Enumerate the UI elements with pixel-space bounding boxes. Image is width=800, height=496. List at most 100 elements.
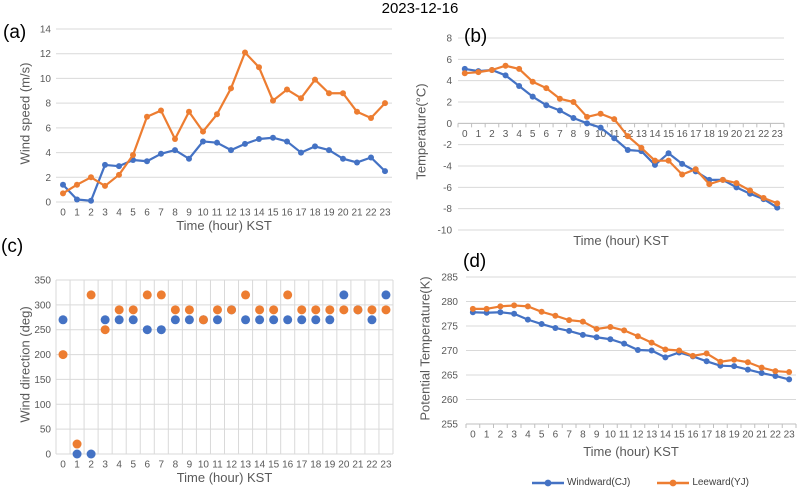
svg-text:18: 18 [704, 129, 716, 140]
temperature-x-axis-title: Time (hour) KST [573, 233, 669, 248]
svg-text:14: 14 [254, 460, 266, 471]
svg-text:1: 1 [476, 129, 482, 140]
svg-text:0: 0 [462, 129, 468, 140]
svg-text:-6: -6 [443, 183, 452, 194]
svg-text:16: 16 [282, 460, 294, 471]
panel-b-label: (b) [464, 26, 488, 47]
svg-text:12: 12 [632, 430, 644, 441]
svg-text:4: 4 [116, 208, 122, 219]
svg-text:22: 22 [770, 430, 782, 441]
svg-text:16: 16 [677, 129, 689, 140]
svg-text:18: 18 [715, 430, 727, 441]
svg-text:14: 14 [40, 25, 52, 36]
svg-text:17: 17 [296, 460, 308, 471]
panel-wind-direction: 0 1 2 3 4 5 6 7 8 9 10 11 12 13 14 15 16 17 18 19 20 21 22 23 0 5… [0, 236, 400, 496]
svg-text:18: 18 [309, 208, 321, 219]
svg-text:23: 23 [784, 430, 796, 441]
potential-temperature-x-axis-title: Time (hour) KST [583, 444, 679, 459]
svg-text:20: 20 [338, 460, 350, 471]
svg-text:10: 10 [40, 74, 52, 85]
temperature-chart: 01234567891011121314151617181920212223-1… [438, 34, 785, 237]
svg-text:6: 6 [45, 123, 51, 134]
panel-wind-speed: 0 1 2 3 4 5 6 7 8 9 10 11 12 13 14 15 16 17 18 19 20 21 22 23 0 2… [0, 18, 400, 248]
legend-item-windward: Windward(CJ) [531, 477, 630, 488]
svg-text:275: 275 [441, 322, 458, 333]
svg-text:0: 0 [60, 208, 66, 219]
svg-text:11: 11 [619, 430, 630, 441]
panel-temperature: 01234567891011121314151617181920212223-1… [400, 18, 800, 248]
svg-text:6: 6 [446, 55, 452, 66]
figure-title: 2023-12-16 [381, 0, 459, 17]
svg-text:7: 7 [159, 460, 165, 471]
svg-text:5: 5 [130, 460, 136, 471]
svg-text:17: 17 [701, 430, 713, 441]
svg-text:20: 20 [731, 129, 743, 140]
svg-text:4: 4 [525, 430, 531, 441]
svg-text:200: 200 [34, 350, 51, 361]
svg-text:15: 15 [268, 460, 280, 471]
svg-text:1: 1 [484, 430, 490, 441]
svg-text:5: 5 [530, 129, 536, 140]
svg-text:13: 13 [240, 460, 252, 471]
svg-text:2: 2 [88, 208, 94, 219]
legend-label-leeward: Leeward(YJ) [692, 477, 750, 488]
svg-text:17: 17 [690, 129, 702, 140]
panel-d-label: (d) [463, 251, 487, 272]
svg-text:8: 8 [173, 460, 179, 471]
svg-text:19: 19 [717, 129, 729, 140]
svg-text:300: 300 [34, 300, 51, 311]
svg-text:14: 14 [649, 129, 661, 140]
svg-text:4: 4 [446, 76, 452, 87]
svg-text:2: 2 [446, 98, 452, 109]
svg-text:14: 14 [253, 208, 265, 219]
legend: Windward(CJ) Leeward(YJ) [480, 477, 800, 488]
svg-text:3: 3 [102, 460, 108, 471]
temperature-y-axis-title: Temperature(°C) [413, 83, 429, 180]
svg-text:7: 7 [557, 129, 563, 140]
svg-text:8: 8 [45, 99, 51, 110]
legend-label-windward: Windward(CJ) [566, 477, 631, 488]
leeward-line-marker-icon [657, 479, 690, 486]
svg-text:22: 22 [366, 460, 378, 471]
panel-c-label: (c) [1, 236, 24, 257]
svg-text:19: 19 [324, 460, 336, 471]
svg-text:15: 15 [663, 129, 675, 140]
svg-text:6: 6 [553, 430, 559, 441]
potential-temperature-chart: 0 1 2 3 4 5 6 7 8 9 10 11 12 13 14 15 16 17 18 19 20 21 22 2325… [441, 273, 797, 441]
wind-direction-y-axis-title: Wind direction (deg) [17, 306, 33, 423]
svg-text:270: 270 [441, 346, 458, 357]
svg-text:12: 12 [40, 49, 52, 60]
wind-direction-chart: 0 1 2 3 4 5 6 7 8 9 10 11 12 13 14 15 16 17 18 19 20 21 22 2305… [34, 276, 394, 471]
svg-text:23: 23 [379, 208, 391, 219]
svg-text:350: 350 [34, 276, 51, 287]
svg-text:250: 250 [34, 325, 51, 336]
svg-text:11: 11 [212, 208, 223, 219]
svg-text:6: 6 [144, 460, 150, 471]
wind-direction-x-axis-title: Time (hour) KST [176, 470, 273, 485]
potential-temperature-y-axis-title: Potential Temperature(K) [417, 276, 433, 421]
svg-text:1: 1 [74, 460, 80, 471]
svg-text:21: 21 [352, 460, 364, 471]
svg-text:11: 11 [609, 129, 620, 140]
svg-text:100: 100 [34, 400, 51, 411]
svg-text:265: 265 [441, 371, 458, 382]
wind-speed-x-axis-title: Time (hour) KST [176, 218, 272, 233]
svg-text:4: 4 [116, 460, 122, 471]
svg-text:21: 21 [744, 129, 756, 140]
svg-text:7: 7 [158, 208, 164, 219]
panel-a-label: (a) [3, 22, 27, 43]
svg-text:12: 12 [225, 208, 237, 219]
svg-text:8: 8 [446, 34, 452, 45]
svg-text:21: 21 [351, 208, 363, 219]
svg-text:3: 3 [102, 208, 108, 219]
svg-text:13: 13 [239, 208, 251, 219]
svg-text:0: 0 [470, 430, 476, 441]
svg-text:5: 5 [130, 208, 136, 219]
svg-text:10: 10 [198, 460, 210, 471]
svg-text:285: 285 [441, 273, 458, 284]
svg-text:20: 20 [337, 208, 349, 219]
svg-text:13: 13 [646, 430, 658, 441]
windward-line-marker-icon [531, 479, 564, 486]
wind-speed-chart: 0 1 2 3 4 5 6 7 8 9 10 11 12 13 14 15 16 17 18 19 20 21 22 2302… [40, 25, 392, 219]
svg-text:6: 6 [544, 129, 550, 140]
